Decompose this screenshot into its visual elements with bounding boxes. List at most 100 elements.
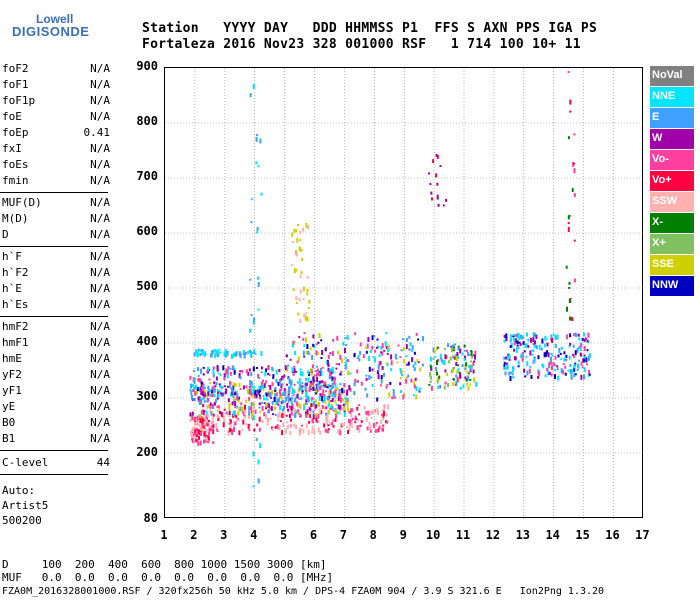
echo-mark (363, 405, 366, 410)
echo-mark (335, 367, 338, 370)
echo-mark (554, 363, 556, 367)
echo-mark (348, 422, 351, 427)
echo-mark (236, 405, 239, 408)
echo-mark (250, 372, 253, 377)
echo-mark (307, 413, 310, 417)
echo-mark (203, 386, 206, 390)
echo-mark (376, 338, 379, 341)
echo-mark (325, 417, 328, 423)
echo-mark (210, 353, 212, 358)
echo-mark (208, 427, 211, 431)
echo-mark (541, 363, 544, 367)
echo-mark (291, 232, 294, 237)
echo-mark (505, 336, 508, 342)
echo-mark (381, 366, 384, 370)
echo-mark (292, 423, 295, 428)
echo-mark (302, 403, 305, 406)
x-tick-label: 9 (399, 528, 407, 542)
echo-mark (326, 429, 329, 434)
param-value: N/A (90, 336, 110, 349)
echo-mark (253, 348, 256, 352)
echo-mark (225, 368, 228, 374)
echo-mark (259, 396, 261, 400)
echo-mark (368, 422, 371, 426)
echo-mark (517, 333, 520, 339)
echo-mark (235, 352, 238, 357)
echo-mark (371, 345, 374, 350)
echo-mark (270, 396, 273, 399)
echo-mark (378, 426, 381, 430)
echo-mark (213, 394, 216, 398)
echo-mark (335, 409, 338, 415)
param-name: foEs (2, 158, 29, 171)
param-row-md: M(D) N/A (2, 212, 110, 228)
echo-mark (366, 426, 369, 431)
echo-mark (209, 409, 212, 413)
legend-item-x: X- (650, 213, 694, 233)
echo-mark (511, 373, 514, 376)
echo-mark (567, 222, 570, 224)
echo-mark (236, 395, 239, 401)
echo-mark (207, 391, 210, 397)
echo-mark (392, 393, 395, 397)
x-tick-label: 8 (369, 528, 377, 542)
echo-mark (314, 388, 317, 391)
echo-mark (587, 355, 590, 361)
echo-mark (350, 412, 353, 417)
echo-mark (227, 398, 230, 403)
echo-mark (349, 419, 352, 425)
echo-mark (512, 366, 515, 371)
echo-mark (228, 406, 231, 412)
echo-mark (302, 350, 305, 356)
echo-mark (330, 403, 333, 406)
echo-mark (261, 420, 264, 424)
legend-item-nnw: NNW (650, 276, 694, 296)
echo-mark (349, 372, 352, 375)
echo-mark (232, 394, 235, 399)
echo-mark (199, 386, 202, 391)
echo-mark (213, 381, 216, 385)
echo-mark (316, 420, 319, 424)
echo-mark (297, 224, 299, 226)
echo-mark (394, 353, 397, 359)
echo-mark (337, 404, 340, 410)
echo-mark (556, 367, 559, 371)
echo-mark (400, 349, 403, 352)
echo-mark (572, 344, 575, 348)
echo-mark (412, 364, 415, 368)
echo-mark (299, 368, 302, 371)
echo-mark (468, 354, 471, 357)
echo-mark (265, 380, 268, 384)
echo-mark (451, 347, 453, 353)
echo-mark (583, 346, 586, 351)
echo-mark (569, 317, 572, 321)
echo-mark (430, 365, 433, 371)
echo-mark (216, 350, 219, 354)
echo-mark (324, 381, 327, 385)
echo-mark (200, 410, 203, 415)
param-value: N/A (90, 62, 110, 75)
echo-mark (193, 440, 196, 444)
echo-mark (581, 337, 584, 341)
echo-mark (250, 413, 253, 418)
echo-mark (212, 420, 215, 425)
echo-mark (191, 411, 194, 416)
echo-mark (257, 373, 260, 378)
echo-mark (294, 351, 297, 355)
echo-mark (243, 353, 246, 359)
echo-mark (510, 334, 513, 340)
echo-mark (588, 369, 591, 375)
echo-mark (569, 99, 572, 105)
echo-mark (302, 337, 305, 341)
echo-mark (287, 408, 290, 412)
echo-mark (304, 403, 306, 406)
echo-mark (198, 435, 200, 440)
echo-mark (274, 386, 277, 392)
echo-mark (457, 364, 459, 367)
echo-mark (316, 404, 319, 407)
echo-mark (469, 365, 472, 371)
echo-mark (301, 371, 304, 377)
echo-mark (280, 401, 283, 405)
echo-mark (342, 403, 345, 406)
echo-mark (228, 430, 231, 433)
